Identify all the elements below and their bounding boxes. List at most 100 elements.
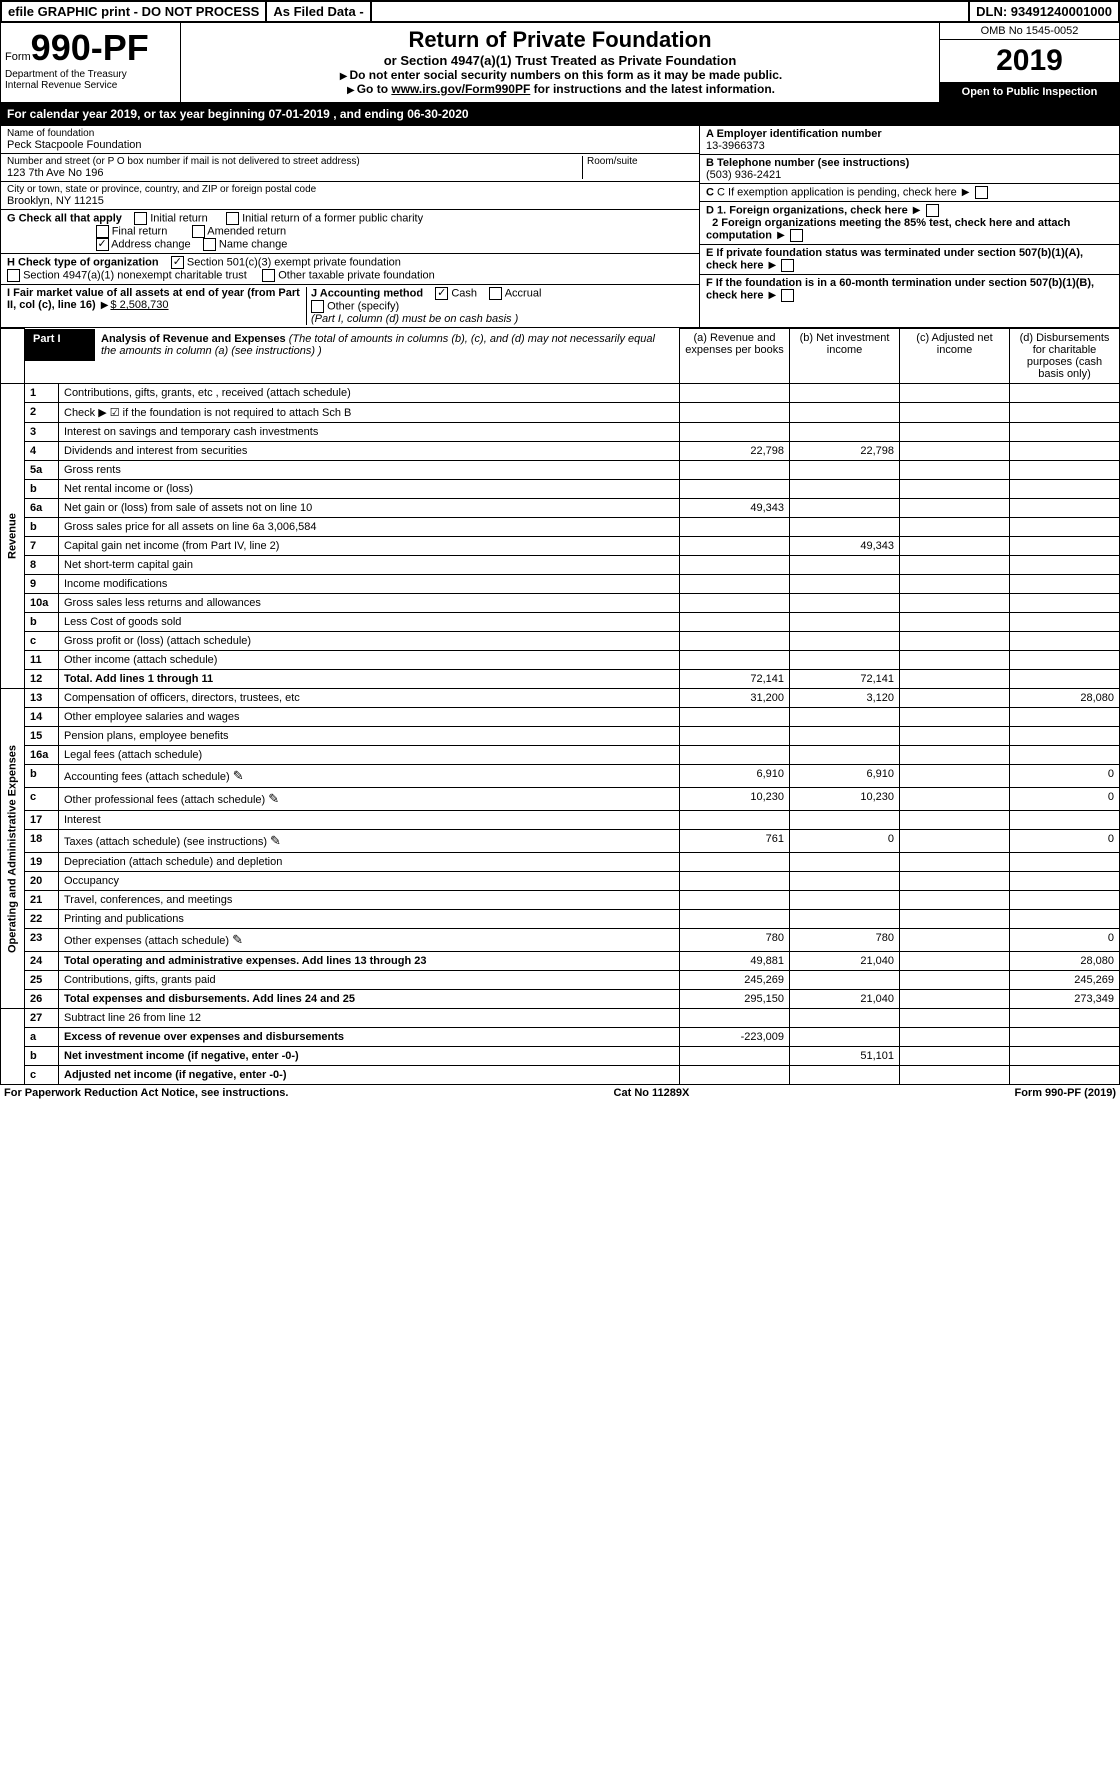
col-d <box>1010 594 1120 613</box>
chk-d2[interactable] <box>790 229 803 242</box>
line-desc: Less Cost of goods sold <box>59 613 680 632</box>
chk-other-tax[interactable] <box>262 269 275 282</box>
chk-cash[interactable] <box>435 287 448 300</box>
col-a: 295,150 <box>680 990 790 1009</box>
chk-name-change[interactable] <box>203 238 216 251</box>
line-no: 21 <box>25 891 59 910</box>
attachment-icon[interactable]: ✎ <box>268 791 279 806</box>
col-a <box>680 891 790 910</box>
col-a <box>680 727 790 746</box>
chk-final[interactable] <box>96 225 109 238</box>
line-desc: Other professional fees (attach schedule… <box>59 788 680 811</box>
col-c <box>900 708 1010 727</box>
chk-d1[interactable] <box>926 204 939 217</box>
col-d: 273,349 <box>1010 990 1120 1009</box>
chk-e[interactable] <box>781 259 794 272</box>
chk-c[interactable] <box>975 186 988 199</box>
attachment-icon[interactable]: ✎ <box>270 833 281 848</box>
chk-accrual[interactable] <box>489 287 502 300</box>
col-c <box>900 929 1010 952</box>
col-a <box>680 613 790 632</box>
chk-501c3[interactable] <box>171 256 184 269</box>
line-no: 13 <box>25 689 59 708</box>
col-c <box>900 952 1010 971</box>
col-d <box>1010 442 1120 461</box>
line-no: 6a <box>25 499 59 518</box>
col-c <box>900 990 1010 1009</box>
col-b <box>790 651 900 670</box>
col-d <box>1010 1047 1120 1066</box>
header-right: OMB No 1545-0052 2019 Open to Public Ins… <box>939 23 1119 102</box>
col-d <box>1010 746 1120 765</box>
table-row: bNet rental income or (loss) <box>1 480 1120 499</box>
section-ij: I Fair market value of all assets at end… <box>1 285 699 327</box>
col-b <box>790 1009 900 1028</box>
line-no: b <box>25 1047 59 1066</box>
line-desc: Adjusted net income (if negative, enter … <box>59 1066 680 1085</box>
section-c: C C If exemption application is pending,… <box>700 184 1119 202</box>
col-b: 21,040 <box>790 952 900 971</box>
col-c <box>900 556 1010 575</box>
line-desc: Gross sales less returns and allowances <box>59 594 680 613</box>
col-d <box>1010 727 1120 746</box>
year-end: 06-30-2020 <box>407 107 468 121</box>
line-no: 9 <box>25 575 59 594</box>
col-b <box>790 423 900 442</box>
line-no: 24 <box>25 952 59 971</box>
note-link: Go to www.irs.gov/Form990PF for instruct… <box>185 82 935 96</box>
table-row: 17Interest <box>1 811 1120 830</box>
top-bar: efile GRAPHIC print - DO NOT PROCESS As … <box>0 0 1120 23</box>
col-a <box>680 384 790 403</box>
table-row: 11Other income (attach schedule) <box>1 651 1120 670</box>
col-a: 49,343 <box>680 499 790 518</box>
col-a: 245,269 <box>680 971 790 990</box>
line-desc: Income modifications <box>59 575 680 594</box>
chk-acct-other[interactable] <box>311 300 324 313</box>
year-begin: 07-01-2019 <box>268 107 329 121</box>
col-d: 0 <box>1010 830 1120 853</box>
col-c <box>900 632 1010 651</box>
col-b <box>790 518 900 537</box>
line-desc: Net gain or (loss) from sale of assets n… <box>59 499 680 518</box>
chk-addr-change[interactable] <box>96 238 109 251</box>
irs-link[interactable]: www.irs.gov/Form990PF <box>391 82 530 96</box>
col-a <box>680 632 790 651</box>
table-row: 27Subtract line 26 from line 12 <box>1 1009 1120 1028</box>
line-desc: Compensation of officers, directors, tru… <box>59 689 680 708</box>
table-row: aExcess of revenue over expenses and dis… <box>1 1028 1120 1047</box>
chk-initial-former[interactable] <box>226 212 239 225</box>
table-row: 5aGross rents <box>1 461 1120 480</box>
col-c <box>900 971 1010 990</box>
line-desc: Excess of revenue over expenses and disb… <box>59 1028 680 1047</box>
line-no: 17 <box>25 811 59 830</box>
city-state-zip: Brooklyn, NY 11215 <box>7 195 693 207</box>
line-no: b <box>25 765 59 788</box>
col-d <box>1010 910 1120 929</box>
col-a <box>680 872 790 891</box>
city-cell: City or town, state or province, country… <box>1 182 699 210</box>
col-b <box>790 461 900 480</box>
chk-amended[interactable] <box>192 225 205 238</box>
col-d: 28,080 <box>1010 689 1120 708</box>
table-row: 23Other expenses (attach schedule) ✎7807… <box>1 929 1120 952</box>
chk-f[interactable] <box>781 289 794 302</box>
col-a <box>680 518 790 537</box>
table-row: 22Printing and publications <box>1 910 1120 929</box>
dept-irs: Internal Revenue Service <box>5 80 176 91</box>
street-address: 123 7th Ave No 196 <box>7 167 578 179</box>
table-row: Operating and Administrative Expenses13C… <box>1 689 1120 708</box>
table-row: 26Total expenses and disbursements. Add … <box>1 990 1120 1009</box>
line-no: 23 <box>25 929 59 952</box>
section-e: E If private foundation status was termi… <box>700 245 1119 275</box>
footer-right: Form 990-PF (2019) <box>1014 1087 1116 1099</box>
line-desc: Other expenses (attach schedule) ✎ <box>59 929 680 952</box>
table-row: cGross profit or (loss) (attach schedule… <box>1 632 1120 651</box>
col-b: 72,141 <box>790 670 900 689</box>
chk-4947[interactable] <box>7 269 20 282</box>
chk-initial[interactable] <box>134 212 147 225</box>
table-row: 12Total. Add lines 1 through 11 72,14172… <box>1 670 1120 689</box>
col-a <box>680 480 790 499</box>
attachment-icon[interactable]: ✎ <box>232 932 243 947</box>
fmv-assets: $ 2,508,730 <box>110 299 168 311</box>
attachment-icon[interactable]: ✎ <box>233 768 244 783</box>
